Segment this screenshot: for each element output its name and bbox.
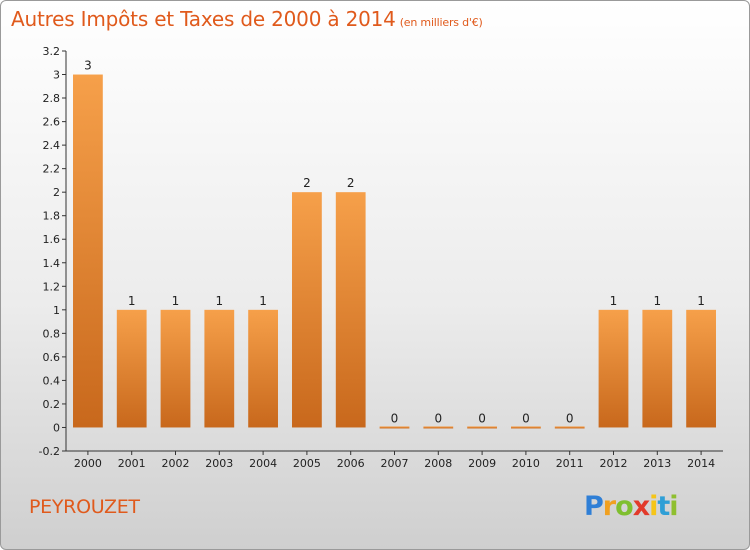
y-tick-label: 2.4 [43, 139, 61, 152]
data-label-2002: 1 [172, 294, 180, 308]
data-label-2014: 1 [697, 294, 705, 308]
y-tick-label: 1.6 [43, 233, 61, 246]
bar-2003 [204, 309, 235, 428]
data-label-2006: 2 [347, 176, 355, 190]
x-tick-label: 2005 [293, 457, 321, 470]
x-tick-label: 2014 [687, 457, 715, 470]
bar-2002 [160, 309, 191, 428]
y-tick-label: 3 [53, 69, 60, 82]
x-tick-label: 2003 [205, 457, 233, 470]
x-tick-label: 2010 [512, 457, 540, 470]
data-label-2003: 1 [215, 294, 223, 308]
y-tick-label: 1.8 [43, 210, 61, 223]
logo-letter: P [584, 491, 604, 522]
proxiti-logo[interactable]: Proxiti [584, 491, 679, 522]
bar-2009 [467, 426, 497, 429]
bar-2010 [511, 426, 541, 429]
bar-2005 [292, 192, 322, 428]
y-tick-label: 1.4 [43, 257, 61, 270]
commune-name: PEYROUZET [29, 496, 140, 518]
x-tick-label: 2008 [424, 457, 452, 470]
y-tick-label: 1.2 [43, 280, 61, 293]
logo-letter: t [657, 491, 670, 522]
x-tick-label: 2012 [600, 457, 628, 470]
data-label-2005: 2 [303, 176, 311, 190]
data-label-2007: 0 [391, 411, 399, 425]
data-label-2012: 1 [610, 294, 618, 308]
logo-letter: x [632, 491, 650, 522]
data-label-2008: 0 [434, 411, 442, 425]
x-tick-label: 2011 [556, 457, 584, 470]
bars [73, 74, 716, 429]
bar-2007 [379, 426, 410, 429]
data-label-2001: 1 [128, 294, 136, 308]
y-tick-label: 2.6 [43, 116, 61, 129]
bar-2012 [598, 309, 629, 428]
title-text: Autres Impôts et Taxes de 2000 à 2014 [11, 7, 396, 31]
data-label-2000: 3 [84, 59, 92, 73]
bar-2000 [73, 74, 103, 428]
y-tick-label: 0.6 [43, 351, 61, 364]
title-unit: (en milliers d'€) [399, 16, 483, 29]
axes: -0.2 0 0.2 0.4 0.6 0.8 1 1.2 1.4 1.6 1.8 2 2.2 2.4 2.6… [39, 45, 723, 470]
y-tick-label: -0.2 [39, 445, 60, 458]
chart-title: Autres Impôts et Taxes de 2000 à 2014 (en… [11, 7, 483, 31]
logo-letter: i [649, 491, 658, 522]
y-tick-label: 0.8 [43, 327, 61, 340]
y-tick-label: 2 [53, 186, 60, 199]
y-tick-label: 0 [53, 421, 60, 434]
logo-letter: r [602, 491, 616, 522]
x-tick-label: 2002 [162, 457, 190, 470]
x-tick-label: 2013 [643, 457, 671, 470]
logo-letter: o [615, 491, 634, 522]
y-tick-label: 3.2 [43, 45, 61, 58]
x-tick-label: 2006 [337, 457, 365, 470]
bar-2011 [554, 426, 585, 429]
bar-2014 [686, 309, 716, 428]
y-tick-label: 2.2 [43, 163, 61, 176]
bar-2008 [423, 426, 454, 429]
x-tick-label: 2009 [468, 457, 496, 470]
data-label-2004: 1 [259, 294, 267, 308]
bar-2006 [335, 192, 366, 428]
data-label-2013: 1 [653, 294, 661, 308]
data-label-2011: 0 [566, 411, 574, 425]
y-tick-label: 1 [53, 304, 60, 317]
bar-2001 [116, 309, 147, 428]
data-label-2009: 0 [478, 411, 486, 425]
x-tick-label: 2001 [118, 457, 146, 470]
y-tick-label: 0.4 [43, 374, 61, 387]
bar-2004 [248, 309, 278, 428]
x-tick-label: 2004 [249, 457, 277, 470]
y-tick-label: 0.2 [43, 398, 61, 411]
data-labels: 3 1 1 1 1 2 2 0 0 0 0 0 1 1 1 [84, 59, 705, 426]
data-label-2010: 0 [522, 411, 530, 425]
bar-2013 [642, 309, 673, 428]
y-tick-label: 2.8 [43, 92, 61, 105]
x-tick-label: 2000 [74, 457, 102, 470]
logo-letter: i [669, 491, 678, 522]
x-tick-label: 2007 [381, 457, 409, 470]
